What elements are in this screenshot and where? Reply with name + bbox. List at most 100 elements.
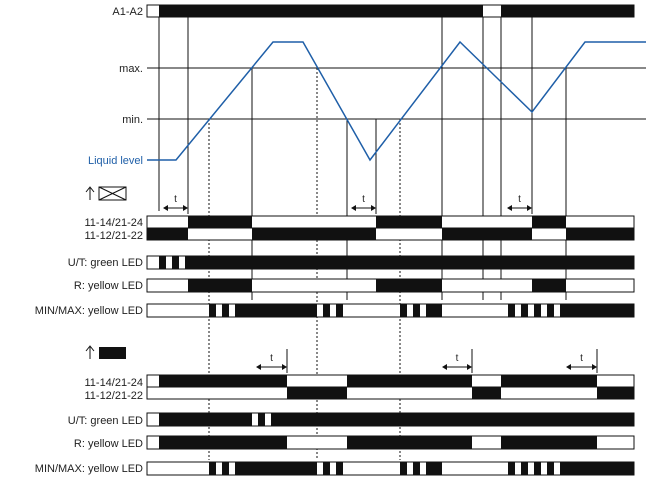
liquid-level-label: Liquid level xyxy=(88,155,143,167)
minmax-led-a-high xyxy=(400,304,407,317)
supply-signal-high xyxy=(159,5,483,17)
green-led-b-high xyxy=(159,413,252,426)
minmax-led-b-high xyxy=(209,462,216,475)
delay-label: t xyxy=(174,194,177,205)
minmax-led-a-high xyxy=(534,304,541,317)
minmax-led-b-high xyxy=(222,462,229,475)
green-led-a-high xyxy=(172,256,179,269)
contacts-a-lower-high xyxy=(147,228,188,240)
delay-label: t xyxy=(580,353,583,364)
minmax-led-b-high xyxy=(323,462,330,475)
delay-label: t xyxy=(362,194,365,205)
minmax-led-a-high xyxy=(508,304,515,317)
delay-markers: t t t t t t xyxy=(163,190,598,373)
minmax-led-a-high xyxy=(547,304,554,317)
contacts-b-upper-high xyxy=(347,375,472,387)
delay-label: t xyxy=(518,194,521,205)
delay-arrow-right xyxy=(282,364,287,370)
contacts-a-lower-high xyxy=(566,228,634,240)
minmax-led-a-high xyxy=(323,304,330,317)
contacts-a-upper-high xyxy=(532,216,566,228)
contacts-a-lower xyxy=(146,227,635,241)
minmax-led-b-high xyxy=(413,462,420,475)
minmax-led-label-b: MIN/MAX: yellow LED xyxy=(35,463,143,475)
minmax-led-a-high xyxy=(560,304,634,317)
minmax-led-a-high xyxy=(235,304,317,317)
green-led-a-high xyxy=(159,256,166,269)
contacts-b-upper-high xyxy=(159,375,287,387)
grid-lines xyxy=(147,67,646,120)
delay-arrow-left xyxy=(566,364,571,370)
contacts-b-upper-high xyxy=(501,375,597,387)
minmax-led-a-high xyxy=(336,304,343,317)
minmax-led-b-high xyxy=(235,462,317,475)
signal-rows xyxy=(146,4,635,476)
delay-marker: t xyxy=(507,190,533,214)
delay-label: t xyxy=(456,353,459,364)
minmax-led-a-high xyxy=(209,304,216,317)
minmax-led-b-high xyxy=(426,462,442,475)
minmax-led-b-high xyxy=(534,462,541,475)
delay-arrow-right xyxy=(592,364,597,370)
yellow-led-a-high xyxy=(376,279,442,292)
delay-label: t xyxy=(270,353,273,364)
delay-arrow-left xyxy=(442,364,447,370)
delay-arrow-left xyxy=(256,364,261,370)
yellow-led-label-a: R: yellow LED xyxy=(74,280,143,292)
delay-arrow-left xyxy=(507,205,512,211)
yellow-led-b-high xyxy=(159,436,287,449)
yellow-led-a-high xyxy=(188,279,252,292)
delay-marker: t xyxy=(163,190,189,214)
green-led-a-high xyxy=(185,256,634,269)
yellow-led-label-b: R: yellow LED xyxy=(74,438,143,450)
yellow-led-b-high xyxy=(501,436,597,449)
contacts-label-b-2: 11-12/21-22 xyxy=(84,390,143,402)
mode-filled-icon xyxy=(85,345,126,359)
contacts-label-a-2: 11-12/21-22 xyxy=(84,230,143,242)
minmax-led-a-high xyxy=(521,304,528,317)
delay-marker: t xyxy=(256,349,288,373)
delay-arrow-right xyxy=(371,205,376,211)
min-level-label: min. xyxy=(122,114,143,126)
green-led-b-high xyxy=(271,413,634,426)
contacts-a-lower-high xyxy=(252,228,376,240)
contacts-label-b-1: 11-14/21-24 xyxy=(84,377,143,389)
minmax-led-label-a: MIN/MAX: yellow LED xyxy=(35,305,143,317)
delay-arrow-left xyxy=(163,205,168,211)
yellow-led-b-high xyxy=(347,436,472,449)
contacts-label-a-1: 11-14/21-24 xyxy=(84,217,143,229)
delay-marker: t xyxy=(566,349,598,373)
minmax-led-b-high xyxy=(336,462,343,475)
mode-empty-icon xyxy=(85,186,127,201)
liquid-level-line xyxy=(147,40,646,162)
supply-signal-high xyxy=(501,5,634,17)
contacts-a-lower-high xyxy=(442,228,532,240)
green-led-b-high xyxy=(258,413,265,426)
green-led-label-a: U/T: green LED xyxy=(68,257,143,269)
minmax-led-a-high xyxy=(222,304,229,317)
minmax-led-b-high xyxy=(400,462,407,475)
minmax-led-b-high xyxy=(560,462,634,475)
delay-arrow-right xyxy=(527,205,532,211)
minmax-led-b-high xyxy=(547,462,554,475)
delay-marker: t xyxy=(351,190,377,214)
contacts-a-upper-high xyxy=(188,216,252,228)
max-level-label: max. xyxy=(119,63,143,75)
delay-arrow-left xyxy=(351,205,356,211)
delay-arrow-right xyxy=(183,205,188,211)
minmax-led-a-high xyxy=(426,304,442,317)
contacts-a-upper-high xyxy=(376,216,442,228)
contacts-b-lower-high xyxy=(287,387,347,399)
contacts-b-lower-high xyxy=(597,387,634,399)
contacts-b-lower xyxy=(146,386,635,400)
minmax-led-b-high xyxy=(508,462,515,475)
delay-arrow-right xyxy=(467,364,472,370)
supply-label: A1-A2 xyxy=(112,6,143,18)
green-led-label-b: U/T: green LED xyxy=(68,415,143,427)
yellow-led-a-high xyxy=(532,279,566,292)
minmax-led-a-high xyxy=(413,304,420,317)
liquid-level-curve xyxy=(147,40,646,162)
contacts-b-lower-high xyxy=(472,387,501,399)
delay-marker: t xyxy=(442,349,473,373)
